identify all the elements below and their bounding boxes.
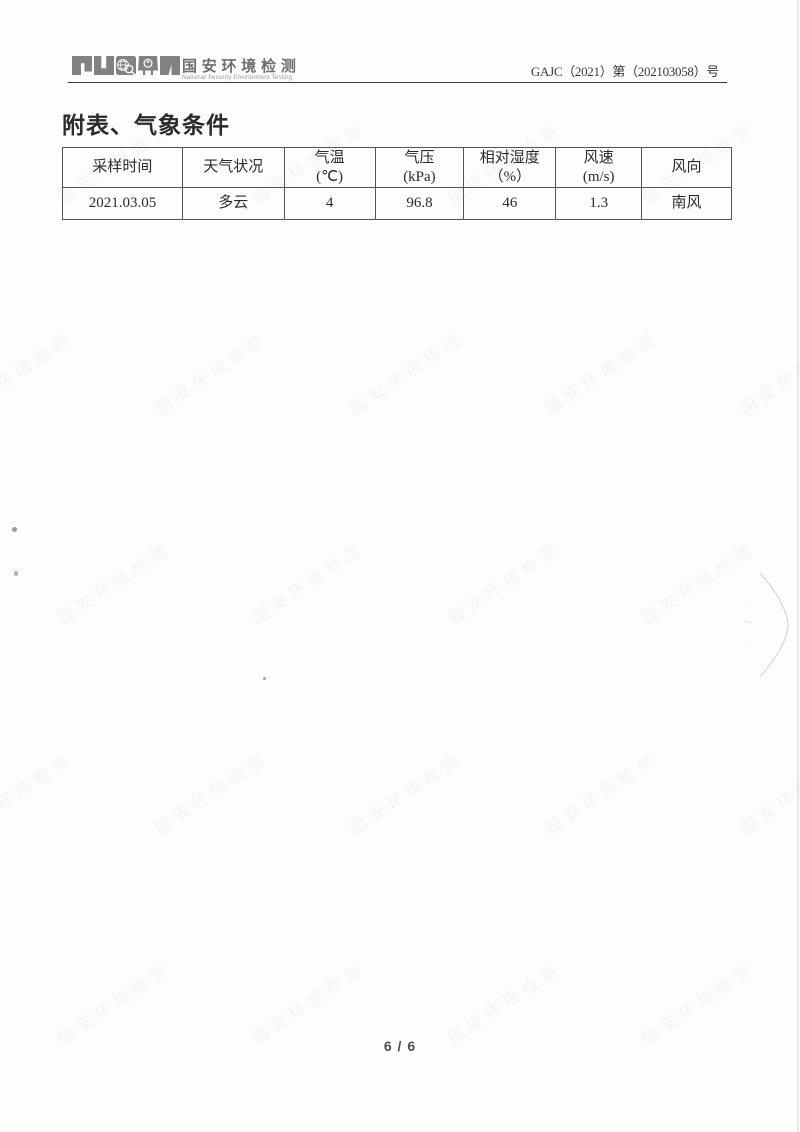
svg-text:.: . <box>744 642 751 645</box>
svg-text:.: . <box>746 605 753 609</box>
svg-text:—: — <box>743 616 753 627</box>
